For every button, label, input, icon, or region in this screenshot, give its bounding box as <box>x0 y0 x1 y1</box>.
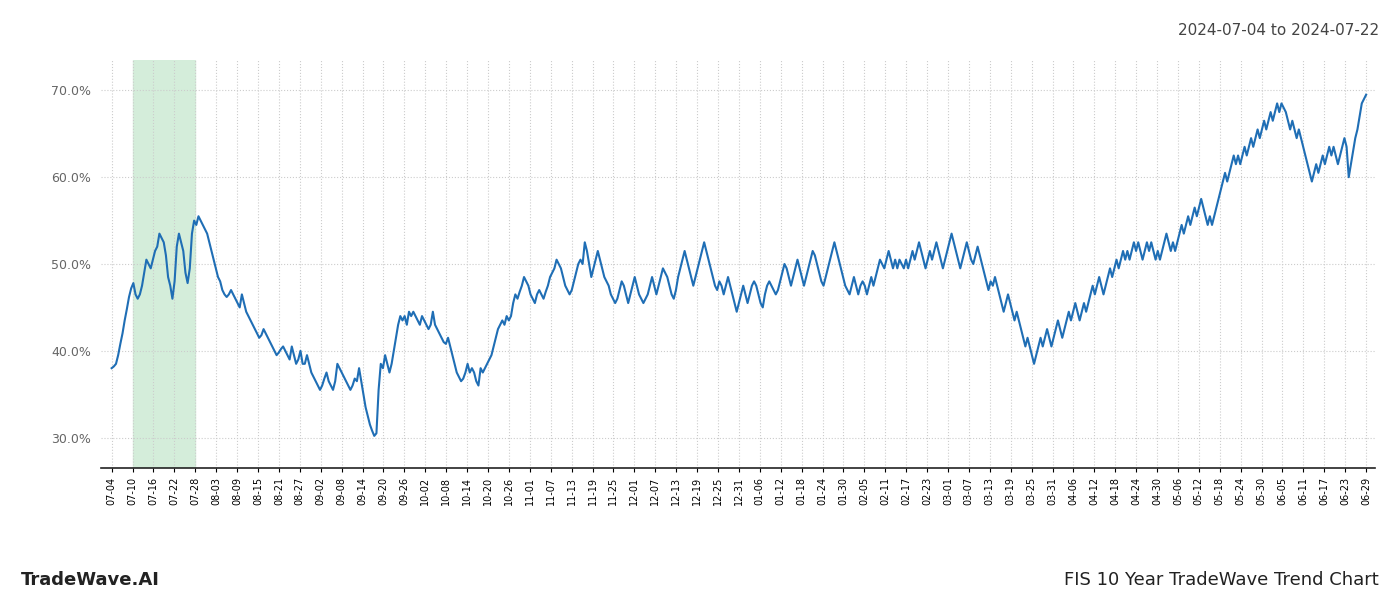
Text: 2024-07-04 to 2024-07-22: 2024-07-04 to 2024-07-22 <box>1177 23 1379 38</box>
Text: TradeWave.AI: TradeWave.AI <box>21 571 160 589</box>
Text: FIS 10 Year TradeWave Trend Chart: FIS 10 Year TradeWave Trend Chart <box>1064 571 1379 589</box>
Bar <box>133 60 195 468</box>
